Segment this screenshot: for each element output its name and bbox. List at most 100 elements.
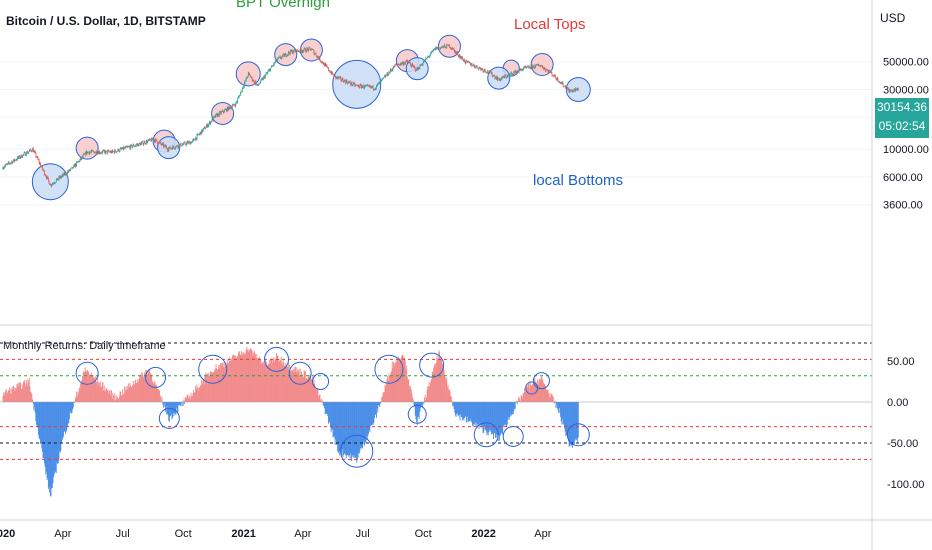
return-bar (546, 389, 548, 402)
return-bar (55, 402, 57, 473)
candle-body (103, 150, 105, 152)
candle-body (159, 142, 161, 143)
candle-body (389, 69, 391, 73)
candle-body (414, 67, 416, 71)
price-tick-label: 3600.00 (883, 200, 923, 212)
candle-body (95, 151, 97, 153)
candle-body (231, 106, 233, 109)
return-bar (289, 370, 291, 402)
return-bar (197, 390, 199, 402)
candle-body (107, 150, 108, 154)
candle-body (307, 49, 309, 51)
candle-body (69, 169, 71, 171)
candle-body (385, 75, 387, 78)
last-price-badge[interactable]: 30154.36 05:02:54 (875, 98, 929, 138)
candle-body (59, 176, 60, 179)
candle-body (188, 141, 189, 144)
candle-body (416, 68, 417, 71)
candle-body (539, 65, 540, 67)
return-bar (555, 402, 557, 409)
candle-body (466, 60, 468, 62)
candle-body (142, 141, 144, 145)
candle-body (531, 65, 533, 69)
candle-body (379, 81, 381, 84)
candle-body (395, 64, 396, 66)
return-bar (364, 402, 366, 446)
candle-body (71, 167, 72, 169)
return-bar (545, 389, 547, 402)
return-bar (201, 380, 203, 402)
candle-body (386, 72, 388, 76)
return-bar (335, 402, 337, 440)
candle-body (361, 86, 363, 88)
return-bar (229, 361, 231, 402)
candle-body (119, 151, 120, 152)
candle-body (425, 58, 427, 60)
price-tick-label: 6000.00 (883, 172, 923, 184)
return-bar (561, 402, 563, 425)
return-bar (398, 360, 400, 402)
candle-body (561, 82, 563, 85)
candle-body (142, 141, 143, 143)
candle-body (233, 104, 235, 106)
return-bar (162, 402, 164, 408)
return-bar (95, 381, 97, 402)
return-bar (416, 402, 418, 423)
return-bar (141, 371, 143, 402)
return-bar (368, 402, 370, 431)
return-bar (510, 402, 512, 415)
candle-body (296, 49, 298, 53)
candle-body (442, 45, 444, 47)
return-bar (54, 402, 56, 472)
candle-body (136, 144, 137, 146)
candle-body (190, 142, 191, 145)
return-bar (103, 390, 105, 402)
candle-body (408, 62, 410, 64)
return-bar (458, 402, 460, 416)
return-bar (274, 361, 275, 402)
return-bar (136, 383, 137, 402)
return-bar (329, 402, 331, 422)
return-bar (319, 394, 321, 402)
candle-body (426, 58, 427, 59)
candle-body (226, 107, 228, 112)
candle-body (388, 71, 390, 75)
return-bar (216, 368, 218, 402)
candle-body (121, 148, 123, 150)
time-tick-label: Apr (534, 528, 551, 540)
candle-body (23, 154, 24, 156)
return-bar (189, 397, 191, 402)
candle-body (241, 87, 243, 92)
return-bar (357, 402, 359, 458)
candle-body (203, 128, 204, 130)
candle-body (399, 64, 401, 66)
candle-body (28, 151, 29, 153)
candle-body (222, 110, 223, 112)
return-bar (138, 378, 140, 402)
candle-body (368, 85, 369, 86)
return-bar (271, 358, 273, 402)
candle-body (501, 78, 502, 80)
return-bar (203, 383, 205, 402)
return-bar (412, 397, 414, 402)
candle-body (226, 108, 227, 112)
return-bar (199, 385, 201, 402)
return-bar (33, 402, 35, 411)
candle-body (336, 76, 338, 78)
return-bar (503, 402, 505, 426)
candle-body (122, 147, 124, 149)
return-bar (316, 388, 318, 402)
candle-body (134, 145, 136, 147)
candle-body (305, 51, 307, 52)
return-bar (410, 389, 412, 402)
candle-body (177, 146, 179, 148)
return-bar (226, 366, 227, 402)
return-bar (342, 402, 344, 458)
local-bottoms-annotation: local Bottoms (533, 172, 624, 189)
return-bar (373, 402, 375, 423)
return-bar (455, 402, 457, 417)
candle-body (502, 76, 504, 78)
return-bar (500, 402, 502, 435)
candle-body (269, 69, 271, 72)
candle-body (90, 151, 91, 153)
